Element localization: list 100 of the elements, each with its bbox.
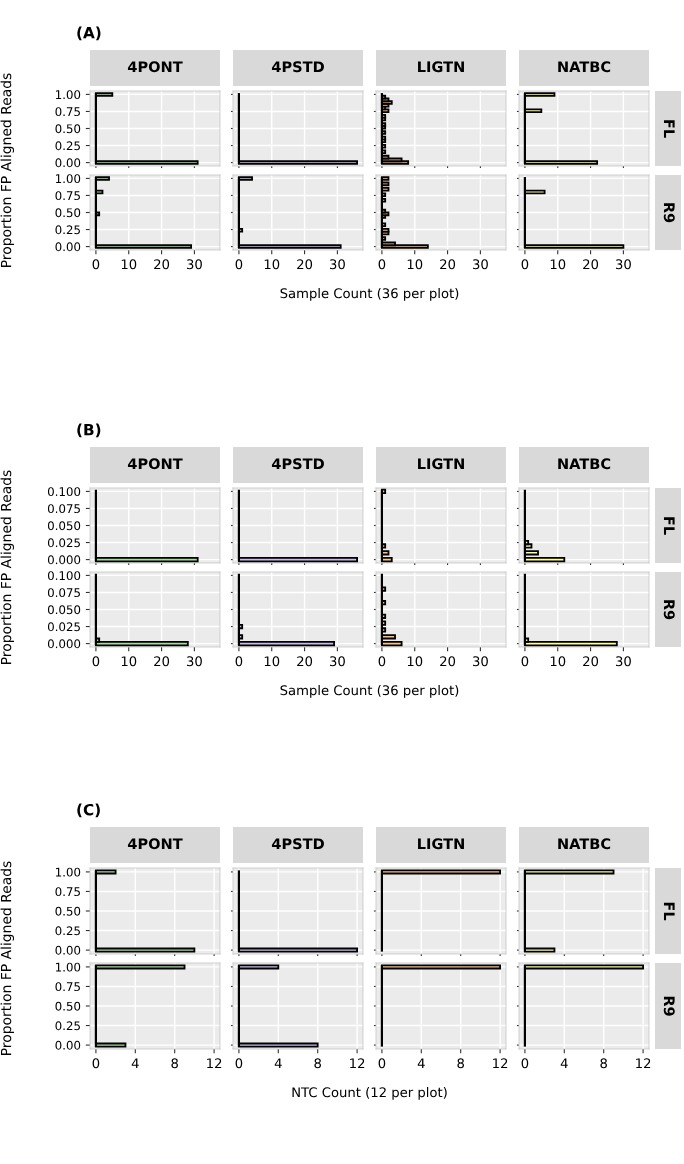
- x-tick-label: 20: [583, 656, 599, 667]
- y-tick-label: 0.75: [55, 887, 80, 897]
- y2-axis-title: FL: [663, 902, 675, 921]
- x-tick-label: 0: [378, 259, 386, 270]
- y2-axis-title: FL: [663, 120, 675, 138]
- y-tick-label: 0.00: [55, 158, 81, 168]
- x-tick-label: 30: [187, 656, 202, 667]
- x-tick-label: 0: [92, 1058, 100, 1069]
- y-tick-label: 0.75: [55, 982, 80, 992]
- x-tick-label: 12: [207, 1058, 222, 1069]
- x-tick-label: 0: [92, 656, 100, 667]
- x-tick-label: 10: [407, 259, 423, 270]
- x-tick-label: 30: [330, 656, 345, 667]
- y-tick-label: 0.25: [55, 225, 80, 235]
- chart-title: NATBC: [558, 458, 611, 470]
- x-tick-label: 20: [154, 656, 170, 667]
- y-tick-label: 0.50: [55, 1001, 81, 1011]
- x-tick-label: 0: [521, 259, 529, 270]
- x-axis-title: NTC Count (12 per plot): [292, 1087, 447, 1100]
- x-tick-label: 30: [330, 259, 345, 270]
- y-tick-label: 0.50: [55, 906, 81, 916]
- y-tick-label: 1.00: [55, 867, 81, 877]
- y-tick-label: 0.75: [55, 107, 80, 117]
- x-tick-label: 8: [600, 1058, 607, 1069]
- chart-title: 4PSTD: [271, 458, 324, 470]
- x-tick-label: 10: [550, 259, 566, 270]
- x-tick-label: 8: [457, 1058, 464, 1069]
- y-tick-label: 0.75: [55, 191, 80, 201]
- chart-title: LIGTN: [418, 61, 464, 73]
- x-tick-label: 10: [407, 656, 423, 667]
- y-tick-label: 0.050: [47, 521, 81, 531]
- chart-title: 4PONT: [127, 458, 183, 470]
- x-tick-label: 0: [235, 259, 243, 270]
- chart-title: LIGTN: [418, 838, 464, 850]
- x-tick-label: 0: [378, 1058, 386, 1069]
- x-tick-label: 0: [521, 1058, 529, 1069]
- x-tick-label: 30: [473, 259, 488, 270]
- x-tick-label: 20: [297, 259, 313, 270]
- y-tick-label: 0.050: [47, 605, 81, 615]
- x-tick-label: 20: [583, 259, 599, 270]
- x-tick-label: 0: [235, 656, 243, 667]
- x-tick-label: 20: [440, 259, 456, 270]
- y-tick-label: 0.075: [47, 588, 80, 598]
- y2-axis-title: R9: [663, 600, 675, 620]
- x-tick-label: 10: [121, 656, 137, 667]
- y-tick-label: 0.000: [47, 639, 81, 649]
- y-tick-label: 0.25: [55, 1021, 80, 1031]
- x-tick-label: 0: [235, 1058, 243, 1069]
- y-tick-label: 0.00: [55, 945, 81, 955]
- y-tick-label: 0.025: [47, 538, 80, 548]
- chart-title: 4PONT: [127, 838, 183, 850]
- x-tick-label: 10: [264, 259, 280, 270]
- x-tick-label: 12: [493, 1058, 508, 1069]
- y2-axis-title: FL: [663, 517, 675, 535]
- x-tick-label: 4: [274, 1058, 282, 1069]
- y-tick-label: 0.000: [47, 555, 81, 565]
- x-tick-label: 8: [171, 1058, 178, 1069]
- x-tick-label: 20: [297, 656, 313, 667]
- x-tick-label: 20: [440, 656, 456, 667]
- text: (B): [77, 423, 101, 438]
- y-axis-title: Proportion FP Aligned Reads: [0, 470, 14, 664]
- x-tick-label: 12: [636, 1058, 651, 1069]
- x-axis-title: Sample Count (36 per plot): [280, 685, 459, 698]
- x-tick-label: 10: [264, 656, 280, 667]
- x-tick-label: 0: [521, 656, 529, 667]
- x-tick-label: 0: [378, 656, 386, 667]
- y-axis-title: Proportion FP Aligned Reads: [0, 861, 14, 1055]
- x-tick-label: 30: [616, 259, 631, 270]
- chart-title: NATBC: [558, 61, 611, 73]
- y-tick-label: 1.00: [55, 174, 81, 184]
- x-tick-label: 10: [121, 259, 137, 270]
- y-tick-label: 1.00: [55, 90, 81, 100]
- x-tick-label: 4: [131, 1058, 139, 1069]
- x-tick-label: 30: [473, 656, 488, 667]
- x-tick-label: 4: [560, 1058, 568, 1069]
- x-tick-label: 8: [314, 1058, 321, 1069]
- x-tick-label: 10: [550, 656, 566, 667]
- x-tick-label: 12: [350, 1058, 365, 1069]
- chart-title: 4PONT: [127, 61, 183, 73]
- y-tick-label: 0.25: [55, 926, 80, 936]
- y-tick-label: 0.100: [47, 571, 81, 581]
- text: (A): [77, 26, 101, 41]
- chart-title: LIGTN: [418, 458, 464, 470]
- x-axis-title: Sample Count (36 per plot): [280, 288, 459, 301]
- x-tick-label: 30: [616, 656, 631, 667]
- y-tick-label: 0.50: [55, 208, 81, 218]
- y-tick-label: 0.50: [55, 124, 81, 134]
- y-tick-label: 0.00: [55, 242, 81, 252]
- y-tick-label: 0.075: [47, 504, 80, 514]
- chart-title: 4PSTD: [271, 838, 324, 850]
- x-tick-label: 30: [187, 259, 202, 270]
- y-tick-label: 0.100: [47, 487, 81, 497]
- x-tick-label: 0: [92, 259, 100, 270]
- y2-axis-title: R9: [663, 203, 675, 223]
- x-tick-label: 4: [417, 1058, 425, 1069]
- chart-title: NATBC: [558, 838, 611, 850]
- y-tick-label: 0.025: [47, 622, 80, 632]
- x-tick-label: 20: [154, 259, 170, 270]
- text: (C): [77, 803, 100, 818]
- y-tick-label: 0.00: [55, 1040, 81, 1050]
